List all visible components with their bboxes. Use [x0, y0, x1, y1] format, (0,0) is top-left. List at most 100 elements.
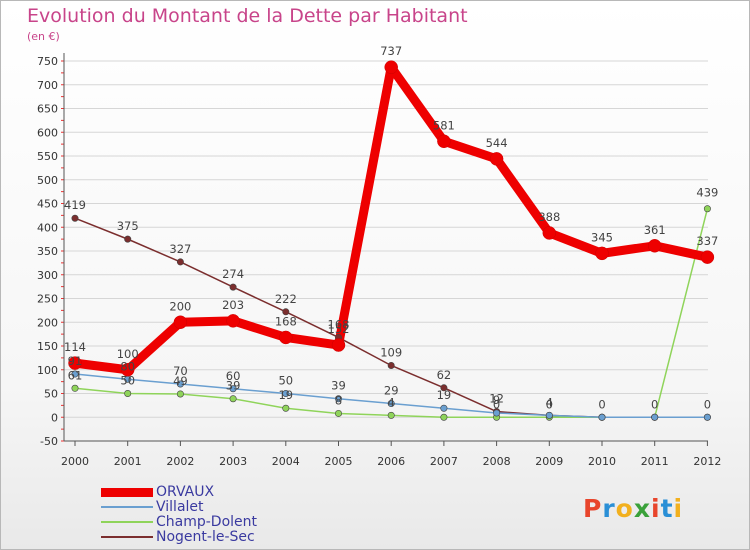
- logo-letter: x: [633, 494, 651, 523]
- x-tick-label: 2002: [166, 455, 194, 468]
- data-point: [542, 226, 557, 240]
- data-label: 39: [226, 379, 241, 393]
- y-tick-label: 700: [37, 79, 58, 92]
- data-point: [334, 395, 342, 403]
- y-tick-label: 750: [37, 55, 58, 68]
- logo-letter: i: [673, 494, 684, 523]
- y-tick-label: -50: [40, 435, 58, 448]
- data-label: 29: [384, 383, 399, 397]
- legend-swatch: [101, 536, 153, 538]
- y-tick-label: 300: [37, 269, 58, 282]
- data-label: 4: [388, 395, 395, 409]
- data-label: 91: [68, 354, 83, 368]
- data-point: [489, 152, 504, 166]
- data-point: [229, 385, 237, 393]
- data-point: [71, 214, 79, 222]
- data-point: [647, 239, 662, 253]
- data-point: [124, 389, 132, 397]
- data-label: 100: [117, 347, 139, 361]
- data-point: [120, 363, 135, 377]
- data-point: [176, 258, 184, 266]
- x-tick-label: 2004: [272, 455, 300, 468]
- legend-label: ORVAUX: [156, 484, 215, 500]
- y-tick-label: 350: [37, 245, 58, 258]
- data-label: 50: [120, 374, 135, 388]
- data-label: 168: [275, 314, 297, 328]
- data-label: 80: [120, 359, 135, 373]
- logo-letter: i: [651, 494, 661, 523]
- data-point: [595, 246, 609, 261]
- data-point: [387, 361, 395, 369]
- data-label: 361: [644, 223, 666, 237]
- data-label: 0: [546, 397, 553, 411]
- x-tick-label: 2005: [325, 455, 353, 468]
- data-label: 49: [173, 374, 188, 388]
- data-label: 200: [169, 299, 191, 313]
- data-label: 152: [328, 322, 350, 336]
- data-label: 70: [173, 364, 188, 378]
- data-point: [282, 308, 290, 316]
- data-point: [229, 395, 237, 403]
- legend-swatch: [101, 506, 153, 508]
- x-tick-label: 2009: [535, 455, 563, 468]
- data-label: 19: [437, 388, 452, 402]
- x-tick-label: 2007: [430, 455, 458, 468]
- data-point: [440, 404, 448, 412]
- data-label: 61: [68, 368, 83, 382]
- legend-swatch: [101, 521, 153, 523]
- y-tick-label: 200: [37, 316, 58, 329]
- data-point: [331, 338, 346, 352]
- data-point: [440, 413, 448, 421]
- x-tick-label: 2000: [61, 455, 89, 468]
- logo-letter: r: [602, 494, 616, 523]
- data-point: [68, 356, 82, 370]
- data-label: 39: [331, 379, 346, 393]
- x-tick-label: 2011: [641, 455, 669, 468]
- data-label: 62: [437, 368, 452, 382]
- data-label: 274: [222, 267, 244, 281]
- data-label: 544: [486, 136, 508, 150]
- y-tick-label: 550: [37, 150, 58, 163]
- data-point: [229, 283, 237, 291]
- data-label: 345: [591, 230, 613, 244]
- data-label: 109: [380, 345, 402, 359]
- x-tick-label: 2001: [114, 455, 142, 468]
- data-label: 114: [64, 340, 86, 354]
- logo-letter: o: [615, 494, 634, 523]
- data-point: [387, 399, 395, 407]
- chart-title: Evolution du Montant de la Dette par Hab…: [27, 5, 468, 27]
- data-label: 0: [704, 397, 711, 411]
- data-point: [282, 389, 290, 397]
- y-tick-label: 600: [37, 126, 58, 139]
- data-point: [437, 134, 451, 149]
- data-label: 0: [493, 397, 500, 411]
- data-label: 581: [433, 118, 455, 132]
- y-tick-label: 0: [51, 411, 58, 424]
- data-label: 0: [598, 397, 605, 411]
- data-point: [334, 409, 342, 417]
- data-label: 737: [380, 44, 402, 58]
- data-label: 203: [222, 298, 244, 312]
- data-point: [384, 60, 398, 74]
- chart-subtitle: (en €): [27, 30, 60, 43]
- legend-label: Nogent-le-Sec: [156, 529, 255, 545]
- data-point: [124, 235, 132, 243]
- logo-letter: t: [660, 494, 674, 523]
- data-label: 19: [278, 388, 293, 402]
- data-point: [176, 390, 184, 398]
- proxiti-logo: Proxiti: [583, 494, 683, 523]
- data-label: 0: [651, 397, 658, 411]
- y-tick-label: 650: [37, 103, 58, 116]
- y-tick-label: 150: [37, 340, 58, 353]
- logo-letter: P: [583, 494, 603, 523]
- y-tick-label: 100: [37, 364, 58, 377]
- data-point: [282, 404, 290, 412]
- data-label: 9: [493, 393, 500, 407]
- y-tick-label: 500: [37, 174, 58, 187]
- x-tick-label: 2010: [588, 455, 616, 468]
- data-point: [279, 330, 293, 345]
- data-label: 12: [489, 392, 504, 406]
